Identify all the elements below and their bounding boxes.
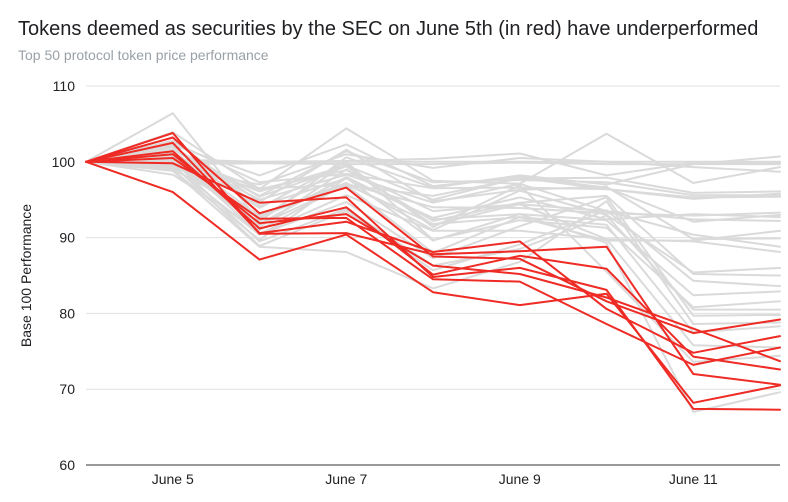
y-tick-label: 60 xyxy=(59,457,75,473)
other-token-line-30 xyxy=(85,139,781,241)
other-token-line-16 xyxy=(85,159,781,277)
sec-token-line-8 xyxy=(85,153,781,363)
y-axis-title: Base 100 Performance xyxy=(18,204,34,347)
sec-token-line-1 xyxy=(85,132,781,386)
x-tick-label: June 11 xyxy=(669,471,718,487)
other-token-line-21 xyxy=(85,160,781,317)
y-tick-label: 70 xyxy=(59,381,75,397)
y-tick-label: 80 xyxy=(59,305,75,321)
sec-security-token-series xyxy=(85,132,781,411)
sec-token-line-6 xyxy=(85,141,781,354)
x-tick-label: June 5 xyxy=(152,471,194,487)
sec-token-line-2 xyxy=(85,160,781,404)
other-token-line-19 xyxy=(85,150,781,309)
other-token-line-27 xyxy=(85,143,781,223)
other-token-line-22 xyxy=(85,160,781,325)
y-axis-ticks: 60 70 80 90 100 110 xyxy=(52,78,76,473)
x-tick-label: June 7 xyxy=(325,471,367,487)
y-tick-label: 90 xyxy=(59,230,75,246)
other-token-line-17 xyxy=(85,160,781,288)
x-tick-label: June 9 xyxy=(499,471,541,487)
sec-token-line-3 xyxy=(85,136,781,335)
y-tick-label: 100 xyxy=(52,154,76,170)
chart-title: Tokens deemed as securities by the SEC o… xyxy=(18,18,759,40)
other-token-series xyxy=(85,112,781,413)
other-token-line-29 xyxy=(85,157,781,413)
y-tick-label: 110 xyxy=(53,78,76,94)
other-token-line-13 xyxy=(85,153,781,248)
chart-subtitle: Top 50 protocol token price performance xyxy=(18,47,269,63)
x-axis-ticks: June 5 June 7 June 9 June 11 xyxy=(152,471,718,487)
